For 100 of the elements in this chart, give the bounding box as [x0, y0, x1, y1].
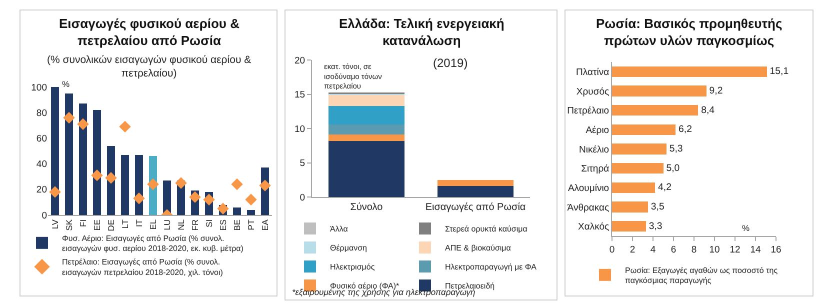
point: [119, 120, 131, 133]
chart-title: Ελλάδα: Τελική ενεργειακή κατανάλωση: [339, 16, 504, 48]
bar: [50, 87, 60, 215]
legend-label: Ρωσία: Εξαγωγές αγαθών ως ποσοστό της παγκόσμιας παραγωγής: [625, 266, 778, 286]
point: [105, 172, 117, 184]
legend-label: Στερεά ορυκτά καύσιμα: [445, 224, 528, 234]
y-tick-label: 15: [294, 90, 306, 101]
y-tick-label: Χαλκός: [578, 222, 610, 233]
x-tick-label: LV: [50, 219, 60, 230]
x-tick-label: Εισαγωγές από Ρωσία: [425, 202, 526, 213]
point: [231, 178, 243, 190]
bar: [328, 134, 405, 141]
legend-label: ΑΠΕ & βιοκαύσιμα: [445, 244, 512, 253]
x-tick-label: PT: [246, 219, 256, 230]
data-label: 9,2: [709, 85, 723, 96]
bar: [612, 66, 767, 77]
x-tick-label: IT: [134, 219, 144, 227]
data-label: 8,4: [701, 104, 716, 116]
point: [259, 180, 271, 192]
point: [91, 169, 103, 182]
bar: [612, 202, 648, 212]
legend-label: Θέρμανση: [330, 244, 367, 253]
bar: [612, 221, 646, 232]
data-label: 3,5: [650, 201, 664, 212]
x-tick-label: EA: [260, 219, 270, 231]
data-label: 3,3: [648, 220, 662, 232]
x-tick-label: 16: [770, 244, 782, 256]
y-tick-label: Πλατίνα: [576, 66, 610, 78]
x-tick-label: FR: [190, 219, 200, 231]
data-label: 5,3: [669, 143, 683, 154]
bar: [612, 86, 706, 96]
x-tick-label: EE: [92, 219, 102, 231]
x-tick-label: FI: [78, 219, 88, 227]
legend-label: Πετρέλαιο: Εισαγωγές από Ρωσία (% συνολ. εισαγωγών πετρελαίου 2018-2020, χιλ. τόνοι): [62, 258, 224, 278]
x-tick-label: 4: [650, 244, 656, 256]
bar: [328, 94, 405, 106]
x-tick-label: EL: [148, 219, 158, 230]
legend-label: Άλλα: [330, 224, 348, 234]
chart-subtitle: (% συνολικών εισαγωγών φυσικού αερίου & πετρελαίου): [47, 54, 252, 80]
x-tick-label: 12: [730, 244, 740, 256]
point: [147, 178, 159, 190]
data-label: 15,1: [770, 66, 789, 78]
y-tick-label: 10: [294, 124, 306, 135]
bar: [328, 140, 405, 197]
bar: [328, 106, 405, 124]
bar: [246, 210, 256, 215]
x-tick-label: NL: [176, 219, 186, 230]
data-label: 6,2: [678, 124, 692, 136]
x-tick-label: 8: [691, 244, 697, 256]
y-tick-label: 5: [300, 158, 306, 170]
x-tick-label: SI: [204, 219, 214, 228]
y-tick-label: Άνθρακας: [567, 202, 610, 214]
y-tick-label: Αέριο: [586, 124, 610, 136]
point: [189, 191, 201, 203]
x-tick-label: BE: [232, 219, 242, 231]
bar: [612, 144, 666, 154]
bar: [612, 124, 676, 135]
point: [133, 192, 145, 204]
x-tick-label: SK: [64, 219, 74, 231]
y-tick-label: Αλουμίνιο: [568, 182, 610, 194]
point: [63, 112, 75, 124]
legend-label: Ηλεκτροπαραγωγή με ΦΑ: [445, 262, 538, 272]
point: [175, 177, 187, 189]
bar: [612, 163, 664, 174]
y-tick-label: Χρυσός: [576, 86, 610, 98]
y-tick-label: Σιτηρά: [581, 164, 610, 175]
bar: [437, 180, 514, 186]
y-tick-label: Νικέλιο: [578, 144, 610, 156]
bar: [612, 105, 698, 116]
x-tick-label: 6: [670, 244, 676, 256]
x-tick-label: LT: [120, 219, 130, 229]
bar: [328, 124, 405, 135]
x-tick-label: 10: [709, 244, 720, 256]
y-tick-label: 20: [36, 184, 47, 196]
y-tick-label: 40: [36, 159, 47, 170]
y-tick-label: 80: [36, 108, 47, 119]
point: [203, 194, 215, 206]
y-tick-label: 100: [31, 82, 47, 94]
x-tick-label: DE: [106, 219, 116, 232]
y-tick-label: 20: [294, 55, 306, 66]
y-tick-label: 60: [36, 134, 47, 145]
point: [49, 186, 61, 198]
x-tick-label: 14: [750, 244, 761, 256]
bar: [612, 182, 656, 193]
data-label: 4,2: [658, 182, 672, 194]
point: [77, 118, 89, 130]
point: [245, 194, 257, 206]
x-tick-label: LU: [162, 219, 172, 230]
y-tick-label: Πετρέλαιο: [567, 106, 610, 117]
legend-label: Ηλεκτρισμός: [330, 262, 375, 272]
bar: [120, 154, 130, 215]
legend-label: Πετρελαιοειδή: [445, 282, 495, 291]
chart-subtitle: (2019): [433, 56, 468, 70]
x-tick-label: ES: [218, 219, 228, 231]
bar: [437, 186, 514, 197]
annotation: %: [742, 223, 750, 233]
chart-title: Ρωσία: Βασικός προμηθευτής πρώτων υλών παγκοσμίως: [596, 16, 782, 48]
chart-title: Εισαγωγές φυσικού αερίου & πετρελαίου από Ρωσία: [59, 16, 240, 48]
x-tick-label: 2: [630, 244, 636, 256]
x-tick-label: Σύνολο: [350, 202, 384, 213]
